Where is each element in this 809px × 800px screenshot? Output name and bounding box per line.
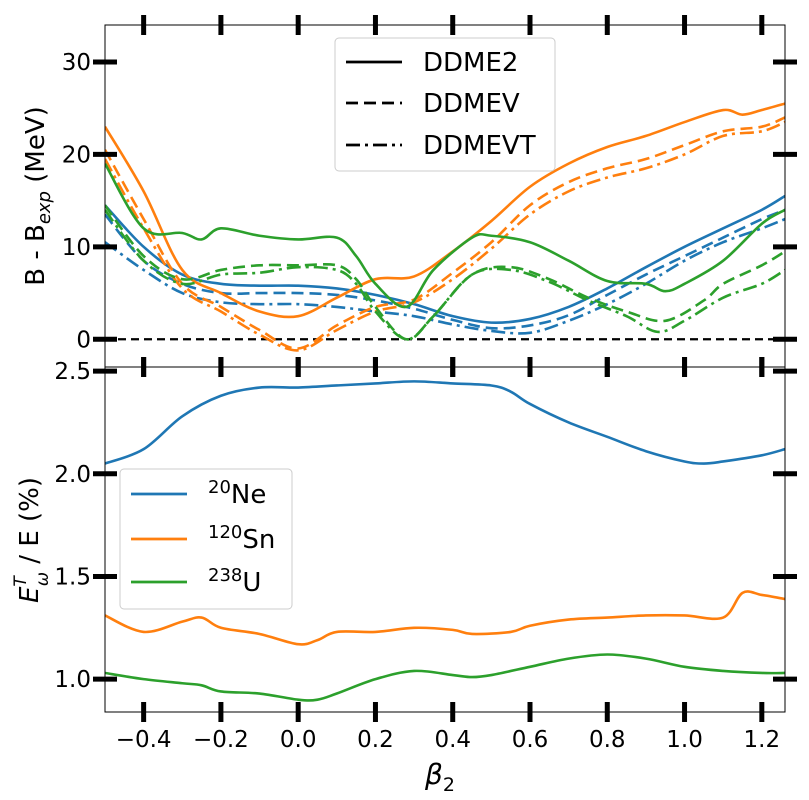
bottom-panel: 1.0 1.5 2.0 2.5 −0.4 −0.2 0.0 0.2 0.4 0.6 0.8 1.0 1.… [11, 357, 797, 796]
legend-label-sn: 120Sn [208, 522, 275, 555]
bottom-axes-frame [104, 366, 786, 713]
x-axis-label: β2 [424, 758, 455, 796]
series-line-238u [105, 653, 785, 702]
top-y-axis-label: B - Bexp (MeV) [21, 106, 55, 286]
x-tick-label: 1.2 [744, 727, 781, 753]
y-tick-label: 0 [76, 327, 91, 353]
bottom-ticks: 1.0 1.5 2.0 2.5 −0.4 −0.2 0.0 0.2 0.4 0.6 0.8 1.0 1.… [54, 357, 797, 753]
x-tick-label: 0.4 [434, 727, 471, 753]
x-tick-label: 0.8 [589, 727, 626, 753]
y-tick-label: 30 [62, 50, 91, 76]
series-line-238u-ddmev [105, 204, 785, 341]
y-tick-label: 10 [62, 235, 91, 261]
series-line-20ne [105, 380, 785, 465]
legend-label-u: 238U [208, 565, 261, 598]
series-line-238u-ddmevt [105, 209, 785, 341]
bottom-series-group [105, 380, 785, 702]
y-tick-label: 1.5 [54, 564, 91, 590]
legend-label-ddme2: DDME2 [423, 48, 518, 78]
y-tick-label: 20 [62, 142, 91, 168]
series-line-20ne-ddmevt [105, 217, 785, 335]
top-legend-box [334, 37, 556, 172]
series-line-120sn-ddmevt [105, 120, 785, 352]
x-tick-label: 1.0 [666, 727, 703, 753]
top-series-group [105, 102, 785, 352]
bottom-y-axis-label: ET ω / E (%) [11, 477, 53, 603]
series-line-238u-ddme2 [105, 162, 785, 309]
legend-label-ddmev: DDMEV [423, 89, 520, 119]
y-tick-label: 2.0 [54, 462, 91, 488]
legend-label-ne: 20Ne [208, 477, 266, 510]
x-tick-label: 0.6 [512, 727, 549, 753]
bottom-legend-box [119, 468, 293, 610]
y-tick-label: 2.5 [54, 359, 91, 385]
series-line-120sn [105, 590, 785, 646]
x-tick-label: −0.2 [193, 727, 249, 753]
series-line-20ne-ddme2 [105, 194, 785, 325]
x-tick-label: 0.2 [357, 727, 394, 753]
x-tick-label: −0.4 [116, 727, 172, 753]
x-tick-label: 0.0 [280, 727, 317, 753]
top-legend: DDME2 DDMEV DDMEVT [334, 37, 556, 172]
y-tick-label: 1.0 [54, 667, 91, 693]
bottom-legend: 20Ne 120Sn 238U [119, 468, 293, 610]
legend-label-ddmevt: DDMEVT [423, 131, 536, 161]
